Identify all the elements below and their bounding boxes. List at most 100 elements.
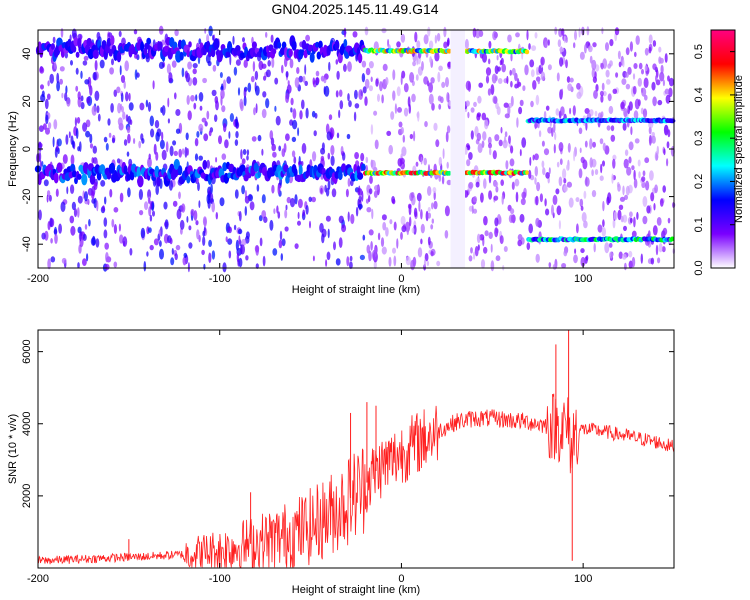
noise-cell — [619, 196, 626, 202]
ridge-0-cell — [140, 41, 145, 52]
y-tick-label: 2000 — [21, 484, 33, 508]
noise-cell — [119, 103, 123, 111]
ridge-0-cell — [300, 49, 305, 56]
noise-cell — [229, 113, 234, 122]
noise-cell — [285, 71, 289, 78]
noise-cell — [599, 175, 604, 181]
noise-cell — [625, 71, 629, 78]
noise-cell — [364, 96, 368, 107]
noise-cell — [468, 255, 473, 262]
noise-cell — [271, 143, 277, 152]
noise-cell — [633, 110, 639, 120]
noise-cell — [302, 75, 306, 83]
noise-cell — [163, 201, 168, 210]
colorbar-tick-label: 0.5 — [693, 44, 705, 59]
ridge-0-cell — [272, 48, 277, 55]
noise-cell — [653, 203, 656, 211]
x-tick-label: -200 — [27, 273, 49, 285]
noise-cell — [96, 200, 99, 212]
noise-cell — [148, 153, 151, 160]
noise-cell — [602, 160, 605, 167]
noise-cell — [52, 36, 56, 44]
noise-cell — [155, 151, 159, 161]
noise-cell — [528, 223, 533, 234]
noise-cell — [607, 63, 612, 69]
noise-cell — [290, 197, 295, 208]
noise-cell — [140, 227, 146, 239]
noise-cell — [178, 191, 181, 200]
noise-cell — [254, 245, 260, 253]
noise-cell — [116, 158, 121, 164]
noise-cell — [343, 63, 347, 72]
noise-cell — [369, 175, 373, 184]
noise-cell — [338, 237, 343, 249]
noise-cell — [301, 143, 307, 154]
noise-cell — [402, 134, 405, 143]
noise-cell — [377, 232, 381, 241]
noise-cell — [534, 177, 537, 185]
noise-cell — [659, 198, 664, 207]
noise-cell — [167, 118, 170, 124]
noise-cell — [545, 105, 550, 111]
noise-cell — [423, 34, 429, 45]
noise-cell — [559, 158, 563, 165]
noise-cell — [346, 133, 351, 140]
noise-cell — [566, 181, 573, 188]
noise-cell — [320, 147, 326, 155]
noise-cell — [349, 255, 353, 262]
noise-cell — [578, 127, 583, 135]
noise-cell — [292, 108, 297, 120]
noise-cell — [56, 81, 60, 92]
noise-cell — [119, 234, 124, 244]
noise-cell — [436, 260, 441, 267]
noise-cell — [640, 253, 643, 264]
noise-cell — [147, 101, 152, 112]
noise-cell — [93, 197, 98, 209]
noise-cell — [352, 31, 358, 38]
noise-cell — [229, 54, 232, 66]
noise-cell — [141, 138, 145, 144]
noise-cell — [159, 248, 164, 260]
noise-cell — [158, 61, 165, 69]
noise-cell — [45, 127, 50, 135]
noise-cell — [116, 86, 121, 94]
ridge-1-cell — [361, 163, 366, 171]
noise-cell — [493, 181, 499, 188]
noise-cell — [605, 42, 609, 52]
noise-cell — [578, 27, 581, 38]
noise-cell — [614, 27, 620, 36]
noise-cell — [212, 34, 215, 41]
noise-cell — [105, 143, 109, 151]
ridge-1-cell — [253, 162, 259, 172]
noise-cell — [91, 190, 95, 200]
noise-cell — [423, 157, 428, 166]
noise-cell — [434, 34, 438, 44]
noise-cell — [658, 243, 663, 253]
noise-cell — [433, 122, 438, 131]
noise-cell — [370, 124, 374, 135]
noise-cell — [617, 50, 621, 60]
noise-cell — [148, 227, 152, 233]
noise-cell — [600, 114, 603, 120]
noise-cell — [111, 137, 116, 144]
noise-cell — [149, 214, 153, 222]
noise-cell — [104, 196, 107, 205]
x-tick-label: -100 — [209, 573, 231, 585]
noise-cell — [182, 256, 187, 266]
noise-cell — [305, 204, 309, 215]
noise-cell — [385, 227, 389, 237]
noise-cell — [70, 154, 75, 166]
noise-cell — [50, 256, 56, 263]
noise-cell — [73, 208, 78, 218]
noise-cell — [644, 65, 648, 72]
noise-cell — [553, 122, 556, 133]
ridge-1-cell — [136, 166, 141, 178]
noise-cell — [433, 200, 438, 210]
noise-cell — [482, 131, 487, 141]
noise-cell — [99, 59, 105, 69]
noise-cell — [401, 70, 406, 79]
noise-cell — [82, 233, 87, 241]
noise-cell — [556, 161, 560, 168]
noise-cell — [203, 217, 207, 227]
noise-cell — [335, 59, 339, 65]
